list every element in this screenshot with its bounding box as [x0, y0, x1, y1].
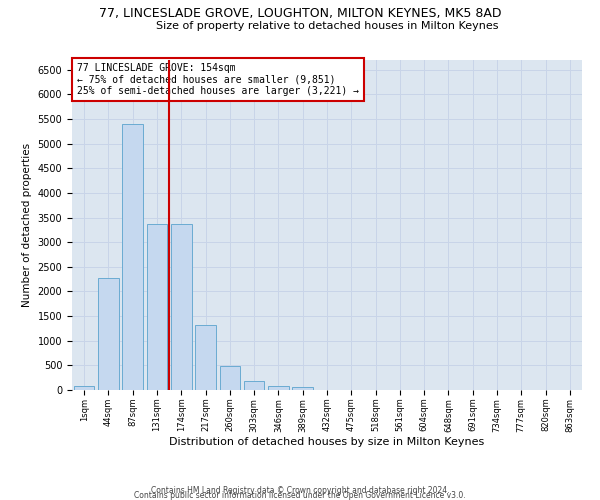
- Text: Contains public sector information licensed under the Open Government Licence v3: Contains public sector information licen…: [134, 491, 466, 500]
- Text: Contains HM Land Registry data © Crown copyright and database right 2024.: Contains HM Land Registry data © Crown c…: [151, 486, 449, 495]
- Bar: [292, 387, 313, 390]
- Text: 77, LINCESLADE GROVE, LOUGHTON, MILTON KEYNES, MK5 8AD: 77, LINCESLADE GROVE, LOUGHTON, MILTON K…: [99, 8, 501, 20]
- Text: 77 LINCESLADE GROVE: 154sqm
← 75% of detached houses are smaller (9,851)
25% of : 77 LINCESLADE GROVE: 154sqm ← 75% of det…: [77, 64, 359, 96]
- Bar: [268, 386, 289, 390]
- Bar: [146, 224, 167, 390]
- Bar: [244, 380, 265, 390]
- Bar: [74, 386, 94, 390]
- Bar: [195, 326, 216, 390]
- Title: Size of property relative to detached houses in Milton Keynes: Size of property relative to detached ho…: [156, 22, 498, 32]
- Bar: [220, 366, 240, 390]
- Bar: [122, 124, 143, 390]
- X-axis label: Distribution of detached houses by size in Milton Keynes: Distribution of detached houses by size …: [169, 437, 485, 447]
- Y-axis label: Number of detached properties: Number of detached properties: [22, 143, 32, 307]
- Bar: [171, 224, 191, 390]
- Bar: [98, 278, 119, 390]
